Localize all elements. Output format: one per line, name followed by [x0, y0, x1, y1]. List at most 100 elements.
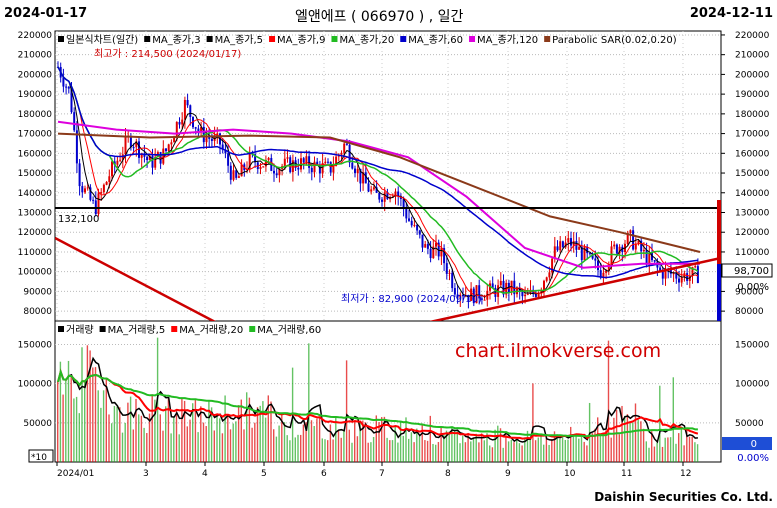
price-ytick-left: 130000: [18, 208, 53, 218]
candle-body: [586, 246, 589, 254]
candle-body: [140, 153, 143, 158]
candle-body: [329, 161, 332, 173]
candle-body: [286, 157, 289, 159]
volume-bar: [656, 442, 658, 462]
candle-body: [224, 149, 227, 154]
volume-bar: [237, 405, 240, 462]
candle-body: [229, 165, 232, 180]
price-ytick-right: 140000: [735, 189, 770, 199]
candle-body: [205, 136, 208, 143]
volume-bar: [516, 439, 518, 462]
candle-body: [691, 267, 694, 276]
volume-bar: [224, 395, 226, 462]
volume-bar: [402, 435, 404, 462]
volume-bar: [672, 377, 674, 462]
candle-body: [165, 148, 167, 151]
volume-bar: [467, 432, 469, 462]
candle-body: [345, 143, 348, 145]
volume-bar: [413, 442, 415, 462]
candle-body: [291, 160, 294, 173]
volume-bar: [456, 431, 458, 462]
volume-bar: [686, 429, 688, 462]
candle-body: [194, 127, 197, 129]
volume-bar: [297, 434, 299, 462]
candle-body: [453, 288, 456, 295]
volume-bar: [416, 428, 418, 462]
volume-bar: [302, 424, 305, 462]
candle-body: [678, 278, 680, 283]
volume-bar: [451, 427, 453, 462]
volume-bar: [200, 406, 202, 462]
candle-body: [680, 277, 683, 283]
volume-bar: [526, 430, 529, 462]
candle-body: [583, 246, 586, 261]
volume-legend-label: MA_거래량,60: [257, 324, 321, 336]
volume-bar: [308, 343, 310, 462]
volume-bar: [318, 416, 321, 462]
candle-body: [178, 122, 181, 125]
volume-bar: [696, 444, 699, 462]
volume-bar: [572, 435, 575, 462]
volume-bar: [532, 383, 534, 462]
volume-bar: [324, 439, 326, 462]
candle-body: [513, 280, 516, 295]
price-legend-label: MA_종가,60: [408, 34, 463, 46]
price-legend-label: MA_종가,5: [215, 34, 263, 46]
candle-body: [81, 186, 84, 193]
volume-bar: [189, 419, 191, 462]
candle-body: [594, 258, 597, 261]
volume-bar: [610, 437, 612, 462]
volume-bar: [394, 426, 396, 462]
up-trend-line: [429, 256, 721, 321]
candle-body: [383, 192, 386, 202]
volume-bar: [505, 434, 507, 462]
volume-bar: [162, 430, 164, 462]
volume-bar: [602, 432, 604, 462]
volume-bar: [653, 446, 656, 462]
volume-bar: [81, 347, 83, 462]
volume-bar: [548, 444, 550, 462]
candle-body: [232, 170, 235, 180]
volume-bar: [372, 436, 375, 462]
volume-bar: [651, 431, 653, 462]
candle-body: [189, 105, 192, 117]
volume-multiplier: *10: [31, 453, 47, 463]
x-tick-label: 6: [321, 469, 327, 479]
volume-bar: [186, 426, 188, 462]
candle-body: [578, 246, 581, 250]
price-ytick-left: 80000: [23, 307, 52, 317]
candle-body: [416, 224, 419, 231]
volume-bar: [640, 421, 642, 462]
candle-body: [440, 248, 443, 257]
volume-bar: [580, 436, 583, 462]
candle-body: [65, 86, 68, 88]
candle-body: [483, 299, 486, 301]
candle-body: [254, 154, 257, 163]
last-volume-box: [722, 437, 772, 450]
x-tick-label: 8: [445, 469, 451, 479]
volume-bar: [378, 422, 380, 462]
candle-body: [364, 172, 367, 184]
price-legend-swatch: [400, 36, 407, 42]
volume-bar: [148, 413, 151, 462]
candle-body: [661, 270, 664, 279]
volume-bar: [70, 376, 72, 462]
candle-body: [518, 288, 521, 292]
volume-bar: [370, 442, 372, 462]
candle-body: [696, 266, 699, 283]
volume-bar: [151, 394, 153, 462]
volume-bar: [529, 438, 531, 462]
candle-body: [162, 148, 165, 164]
candle-body: [640, 240, 643, 252]
candle-body: [332, 166, 335, 173]
volume-bar: [667, 437, 669, 462]
candle-body: [418, 230, 421, 235]
volume-bar: [254, 422, 256, 462]
candle-body: [613, 244, 616, 247]
volume-legend-label: MA_거래량,5: [108, 324, 166, 336]
candle-body: [86, 187, 89, 189]
price-ytick-right: 200000: [735, 70, 770, 80]
candle-body: [372, 187, 375, 190]
candle-body: [294, 160, 297, 168]
volume-bar: [275, 436, 278, 462]
